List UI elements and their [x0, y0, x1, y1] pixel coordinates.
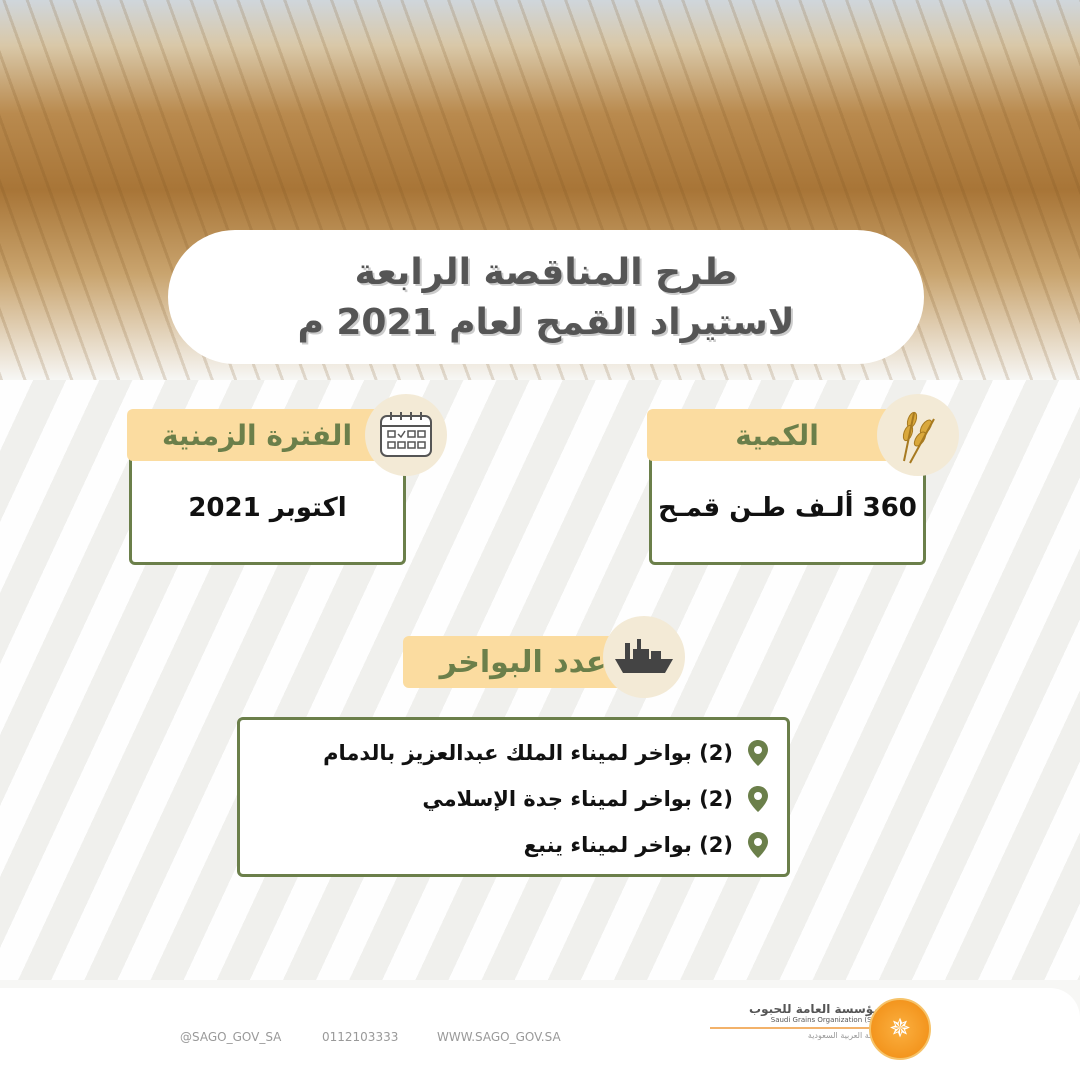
- logo-name-en: Saudi Grains Organization (SAGO): [710, 1016, 890, 1029]
- ship-item-text: (2) بواخر لميناء ينبع: [523, 833, 733, 857]
- list-item: (2) بواخر لميناء ينبع: [258, 822, 769, 868]
- quantity-value: 360 ألـف طـن قمـح: [658, 493, 917, 523]
- period-value: اكتوبر 2021: [188, 493, 347, 523]
- logo-country: المملكة العربية السعودية: [807, 1031, 890, 1040]
- location-pin-icon: [748, 832, 768, 858]
- sago-logo: ✵: [869, 998, 931, 1060]
- location-pin-icon: [748, 786, 768, 812]
- ship-icon: [603, 616, 685, 698]
- twitter-handle[interactable]: @SAGO_GOV_SA: [180, 1030, 282, 1044]
- ship-item-text: (2) بواخر لميناء جدة الإسلامي: [422, 787, 733, 811]
- logo-name-ar: المؤسسة العامة للحبوب: [749, 1002, 890, 1016]
- list-item: (2) بواخر لميناء جدة الإسلامي: [258, 776, 769, 822]
- period-card: اكتوبر 2021: [129, 445, 406, 565]
- footer: @SAGO_GOV_SA 0112103333 WWW.SAGO_GOV.SA …: [0, 988, 1080, 1080]
- quantity-label: الكمية: [647, 409, 907, 461]
- phone-number[interactable]: 0112103333: [322, 1030, 399, 1044]
- quantity-card: 360 ألـف طـن قمـح: [649, 445, 926, 565]
- ships-list: (2) بواخر لميناء الملك عبدالعزيز بالدمام…: [237, 717, 790, 877]
- title-line-1: طرح المناقصة الرابعة: [354, 252, 738, 293]
- wheat-icon: [877, 394, 959, 476]
- location-pin-icon: [748, 740, 768, 766]
- title-box: طرح المناقصة الرابعة لاستيراد القمح لعام…: [168, 230, 924, 364]
- list-item: (2) بواخر لميناء الملك عبدالعزيز بالدمام: [258, 730, 769, 776]
- calendar-icon: [365, 394, 447, 476]
- logo-text: المؤسسة العامة للحبوب Saudi Grains Organ…: [710, 1002, 890, 1040]
- title-line-2: لاستيراد القمح لعام 2021 م: [297, 302, 795, 343]
- ship-item-text: (2) بواخر لميناء الملك عبدالعزيز بالدمام: [323, 741, 733, 765]
- period-label: الفترة الزمنية: [127, 409, 387, 461]
- website-link[interactable]: WWW.SAGO_GOV.SA: [437, 1030, 561, 1044]
